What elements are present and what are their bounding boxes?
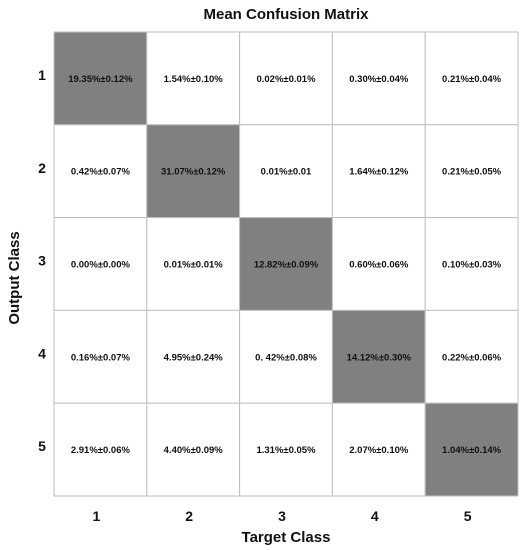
cell-value-label: 0.21%±0.05%	[442, 167, 502, 178]
x-tick-label: 1	[93, 508, 101, 524]
x-tick-label: 2	[185, 508, 193, 524]
matrix-cell: 0.60%±0.06%	[331, 217, 426, 311]
x-tick-label: 5	[464, 508, 472, 524]
cell-box	[146, 217, 241, 311]
cell-value-label: 31.07%±0.12%	[161, 167, 226, 178]
matrix-cell: 1.64%±0.12%	[331, 124, 426, 219]
cell-value-label: 0.22%±0.06%	[442, 352, 502, 363]
cell-value-label: 0.01%±0.01%	[164, 260, 224, 271]
y-tick-labels: 1 2 3 4 5	[38, 67, 46, 454]
cell-value-label: 0.16%±0.07%	[71, 352, 131, 363]
cell-value-label: 19.35%±0.12%	[68, 74, 133, 85]
diagonal-cell-box	[424, 402, 519, 497]
matrix-cell: 14.12%±0.30%	[331, 309, 426, 404]
cell-value-label: 12.82%±0.09%	[254, 260, 319, 271]
cell-value-label: 0. 42%±0.08%	[255, 352, 317, 363]
matrix-cell: 31.07%±0.12%	[146, 124, 241, 219]
matrix-cell: 0.02%±0.01%	[239, 31, 333, 126]
y-tick-label: 5	[38, 438, 46, 454]
matrix-cell: 4.95%±0.24%	[146, 309, 241, 404]
y-tick-label: 1	[38, 67, 46, 83]
cell-value-label: 0.10%±0.03%	[442, 260, 502, 271]
x-tick-label: 3	[278, 508, 286, 524]
matrix-cell: 4.40%±0.09%	[146, 402, 241, 497]
matrix-cell: 0.21%±0.05%	[424, 124, 519, 219]
cell-box	[424, 31, 519, 126]
cell-box	[331, 31, 426, 126]
matrix-cell: 0.21%±0.04%	[424, 31, 519, 126]
matrix-cell: 1.54%±0.10%	[146, 31, 241, 126]
y-tick-label: 2	[38, 160, 46, 176]
diagonal-cell-box	[53, 31, 148, 126]
matrix-cell: 19.35%±0.12%	[53, 31, 148, 126]
cell-box	[239, 309, 333, 404]
cell-box	[239, 31, 333, 126]
matrix-cells: 19.35%±0.12% 1.54%±0.10% 0.02%±0.01% 0.30%±…	[53, 31, 519, 497]
cell-value-label: 0.02%±0.01%	[256, 74, 316, 85]
matrix-cell: 0.00%±0.00%	[53, 217, 148, 311]
matrix-cell: 0.16%±0.07%	[53, 309, 148, 404]
cell-box	[424, 309, 519, 404]
matrix-cell: 0.01%±0.01%	[146, 217, 241, 311]
matrix-cell: 12.82%±0.09%	[239, 217, 333, 311]
x-tick-label: 4	[371, 508, 379, 524]
cell-box	[239, 124, 333, 219]
x-axis-title: Target Class	[242, 529, 331, 546]
cell-box	[239, 402, 333, 497]
matrix-cell: 0.42%±0.07%	[53, 124, 148, 219]
x-tick-labels: 1 2 3 4 5	[93, 508, 472, 524]
matrix-cell: 1.31%±0.05%	[239, 402, 333, 497]
cell-value-label: 0.42%±0.07%	[71, 167, 131, 178]
matrix-cell: 2.07%±0.10%	[331, 402, 426, 497]
cell-value-label: 1.31%±0.05%	[256, 445, 316, 456]
cell-box	[146, 31, 241, 126]
cell-box	[53, 124, 148, 219]
cell-value-label: 14.12%±0.30%	[347, 352, 412, 363]
matrix-cell: 0.01%±0.01	[239, 124, 333, 219]
cell-value-label: 1.64%±0.12%	[349, 167, 409, 178]
diagonal-cell-box	[239, 217, 333, 311]
y-tick-label: 4	[38, 345, 46, 361]
cell-box	[331, 217, 426, 311]
y-axis-title: Output Class	[6, 231, 23, 324]
cell-value-label: 0.21%±0.04%	[442, 74, 502, 85]
matrix-cell: 2.91%±0.06%	[53, 402, 148, 497]
cell-box	[424, 217, 519, 311]
cell-value-label: 1.54%±0.10%	[164, 74, 224, 85]
cell-value-label: 4.95%±0.24%	[164, 352, 224, 363]
cell-value-label: 1.04%±0.14%	[442, 445, 502, 456]
y-tick-label: 3	[38, 253, 46, 269]
cell-box	[146, 402, 241, 497]
cell-value-label: 0.30%±0.04%	[349, 74, 409, 85]
cell-value-label: 2.91%±0.06%	[71, 445, 131, 456]
diagonal-cell-box	[331, 309, 426, 404]
matrix-cell: 0.22%±0.06%	[424, 309, 519, 404]
cell-value-label: 0.60%±0.06%	[349, 260, 409, 271]
matrix-cell: 0.10%±0.03%	[424, 217, 519, 311]
cell-value-label: 0.01%±0.01	[261, 167, 312, 178]
cell-value-label: 0.00%±0.00%	[71, 260, 131, 271]
matrix-cell: 0. 42%±0.08%	[239, 309, 333, 404]
cell-box	[146, 309, 241, 404]
cell-value-label: 4.40%±0.09%	[164, 445, 224, 456]
cell-value-label: 2.07%±0.10%	[349, 445, 409, 456]
cell-box	[53, 402, 148, 497]
matrix-cell: 0.30%±0.04%	[331, 31, 426, 126]
cell-box	[53, 309, 148, 404]
chart-title: Mean Confusion Matrix	[203, 6, 369, 23]
matrix-cell: 1.04%±0.14%	[424, 402, 519, 497]
cell-box	[424, 124, 519, 219]
